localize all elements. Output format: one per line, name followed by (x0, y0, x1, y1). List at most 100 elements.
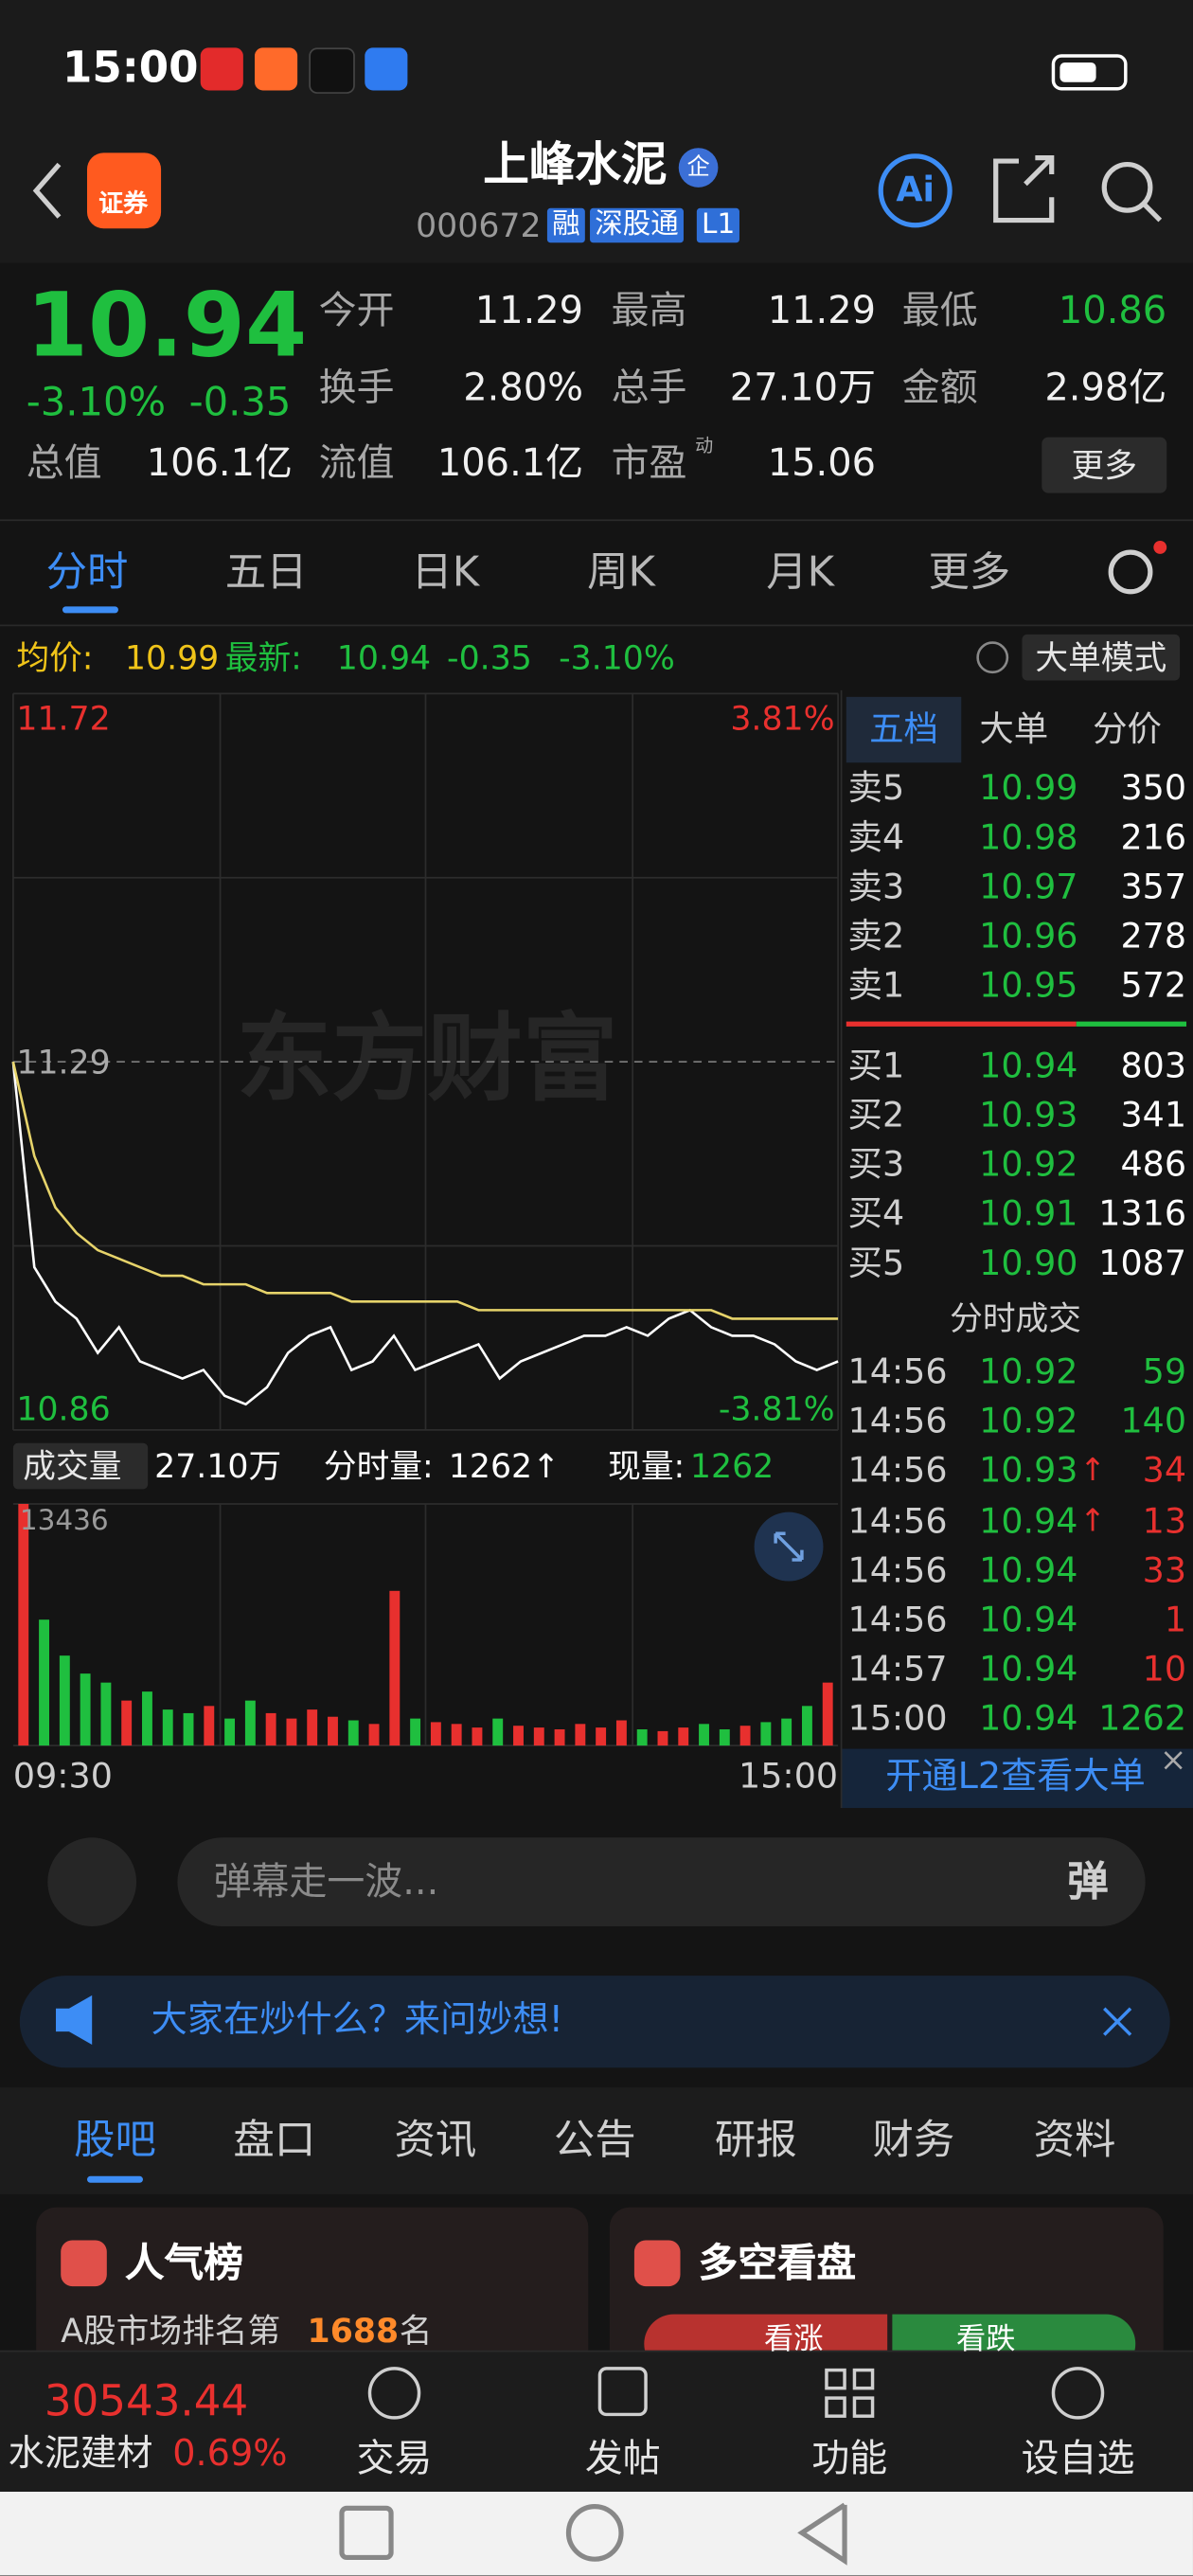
volume-bar (822, 1682, 833, 1746)
search-icon[interactable] (1101, 161, 1153, 213)
sector-name: 水泥建材 (8, 2434, 153, 2476)
more-button-label: 更多 (1071, 445, 1137, 485)
volume-bar (554, 1729, 565, 1746)
layout-icons (32, 153, 1187, 2566)
settings-badge (1153, 540, 1167, 554)
volume-selector[interactable] (12, 1442, 149, 1490)
book-volume: 572 (1120, 965, 1187, 1006)
info-change-pct: -3.10% (559, 637, 675, 678)
bottom-tab: 财务 (872, 2116, 955, 2164)
settings-icon[interactable] (1108, 549, 1153, 595)
l2-banner-label: 开通L2查看大单 (885, 1757, 1146, 1798)
orderbook-tab: 五档 (869, 708, 938, 749)
trade-price: 10.94 (979, 1550, 1078, 1590)
bottom-tab: 资讯 (394, 2116, 477, 2164)
danmaku-input[interactable] (177, 1837, 1146, 1927)
pe-superscript: 动 (695, 435, 714, 457)
mode-button[interactable] (1022, 634, 1181, 681)
volume-bar (492, 1718, 504, 1746)
danmaku-icon[interactable] (47, 1837, 137, 1927)
sys-home[interactable] (565, 2504, 624, 2562)
volume-bar (636, 1729, 648, 1746)
tab-underline (62, 606, 118, 614)
sys-recent[interactable] (339, 2505, 394, 2561)
quote-divider (0, 519, 1193, 522)
bottom-tab: 研报 (714, 2116, 797, 2164)
trade-volume: 1 (1164, 1600, 1187, 1640)
info-avg: 10.99 (124, 637, 220, 678)
book-price: 10.99 (979, 768, 1078, 808)
stat-value: 2.80% (463, 367, 584, 410)
more-button[interactable] (1042, 437, 1167, 493)
volume-bar (183, 1712, 194, 1746)
bear-label: 看跌 (956, 2322, 1016, 2357)
book-price: 10.95 (979, 965, 1078, 1006)
book-volume: 1316 (1098, 1193, 1187, 1234)
volume-bar (760, 1722, 772, 1746)
trade-icon[interactable] (367, 2367, 421, 2420)
tab: 更多 (928, 547, 1011, 596)
trade-price: 10.94 (979, 1699, 1078, 1739)
stat-value: 106.1亿 (436, 442, 584, 486)
bottom-nav-bg (0, 2350, 1193, 2494)
function-icon[interactable] (852, 2368, 875, 2390)
bull-label: 看涨 (764, 2322, 824, 2357)
stat-value: 106.1亿 (146, 442, 293, 486)
volume-bar (328, 1716, 338, 1746)
watchlist-icon[interactable] (1051, 2367, 1105, 2420)
change: -0.35 (188, 379, 292, 426)
close-icon[interactable] (1164, 1751, 1183, 1770)
app-icon[interactable] (86, 152, 162, 229)
share-icon[interactable] (993, 155, 1055, 224)
book-price: 10.92 (979, 1144, 1078, 1185)
search-icon[interactable] (1142, 202, 1163, 223)
close-icon[interactable] (1103, 2007, 1132, 2036)
trade-volume: 140 (1120, 1401, 1187, 1441)
l2-banner[interactable] (841, 1748, 1193, 1809)
price-line (11, 1061, 839, 1406)
stat-value: 27.10万 (729, 367, 877, 410)
stock-name: 上峰水泥 (483, 137, 668, 192)
volume-bar (739, 1726, 751, 1746)
trade-volume: 13 (1142, 1500, 1187, 1541)
function-icon[interactable] (825, 2368, 846, 2390)
trade-arrow: ↑ (1079, 1453, 1106, 1490)
x-tick-label: 09:30 (12, 1756, 113, 1796)
watermark: 东方财富 (236, 1002, 618, 1115)
sys-back[interactable] (797, 2502, 847, 2566)
card[interactable] (36, 2207, 589, 2372)
book-price: 10.91 (979, 1193, 1078, 1234)
danmaku-placeholder: 弹幕走一波... (213, 1861, 439, 1905)
volume-bar (801, 1706, 812, 1746)
nav-item: 功能 (811, 2438, 888, 2481)
volume-bar (265, 1712, 276, 1746)
trade-volume: 59 (1142, 1351, 1187, 1392)
card-icon (633, 2240, 681, 2287)
help-icon[interactable] (976, 641, 1009, 674)
book-price: 10.94 (979, 1046, 1078, 1086)
orderbook-tab-active[interactable] (846, 696, 962, 763)
volume-bar (121, 1700, 133, 1746)
volume-bar (80, 1673, 91, 1746)
back-icon[interactable] (32, 162, 62, 219)
volume-bar (657, 1730, 668, 1746)
post-icon[interactable] (597, 2367, 648, 2417)
banner-text: 大家在炒什么？来问妙想! (151, 1999, 563, 2042)
function-icon[interactable] (825, 2396, 846, 2418)
status-icon (309, 47, 355, 94)
book-volume: 486 (1120, 1144, 1187, 1185)
ai-icon[interactable] (878, 153, 953, 228)
trade-price: 10.94 (979, 1649, 1078, 1690)
banner-bg[interactable] (19, 1976, 1170, 2068)
status-icon (200, 47, 243, 91)
book-label: 卖3 (847, 867, 905, 907)
volume-bar (286, 1718, 297, 1746)
expand-icon[interactable] (774, 1531, 804, 1562)
function-icon[interactable] (852, 2396, 875, 2418)
stat-label: 最低 (901, 290, 978, 333)
book-price: 10.97 (979, 867, 1078, 907)
tab: 五日 (224, 547, 308, 596)
stat-value: 11.29 (474, 290, 584, 333)
orderbook-tab: 分价 (1093, 708, 1162, 749)
volume-bar (533, 1727, 544, 1746)
